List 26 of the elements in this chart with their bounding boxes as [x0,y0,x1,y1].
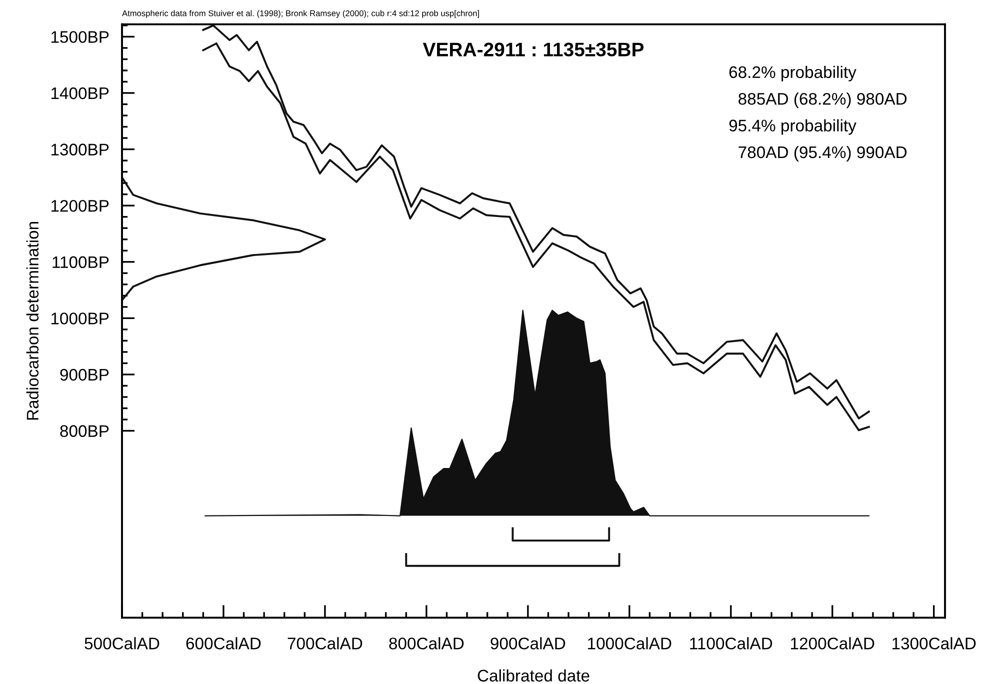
x-tick-label: 700CalAD [288,637,362,650]
y-tick-label: 800BP [60,425,109,437]
x-tick-label: 1000CalAD [588,637,672,650]
y-tick-label: 1500BP [51,31,109,43]
annotation: 68.2% probability [729,66,856,82]
x-tick-label: 500CalAD [84,637,160,650]
line-series [122,176,326,302]
text: Atmospheric data from Stuiver et al. (1998); Bronk Ramsey (2000); cub r:4 sd:12 prob usp[chron] [122,10,479,18]
annotation: 780AD (95.4%) 990AD [738,146,907,162]
text: VERA-2911 : 1135±35BP [422,42,644,56]
x-tick-label: 1300CalAD [892,637,976,650]
y-tick-label: 1000BP [51,312,109,324]
y-axis-title: Radiocarbon determination [26,222,39,420]
x-tick-label: 800CalAD [389,637,464,650]
y-tick-label: 900BP [60,368,109,381]
y-tick-label: 1400BP [51,87,109,100]
x-tick-label: 1200CalAD [791,637,874,650]
x-tick-label: 600CalAD [186,637,261,650]
y-tick-label: 1300BP [51,144,109,156]
y-tick-label: 1100BP [52,256,109,268]
x-tick-label: 1100CalAD [690,637,772,650]
annotation: 885AD (68.2%) 980AD [738,92,907,108]
x-tick-label: 900CalAD [490,637,566,650]
x-axis-title: Calibrated date [478,669,590,682]
y-tick-label: 1200BP [51,200,109,212]
annotation: 95.4% probability [729,119,856,135]
